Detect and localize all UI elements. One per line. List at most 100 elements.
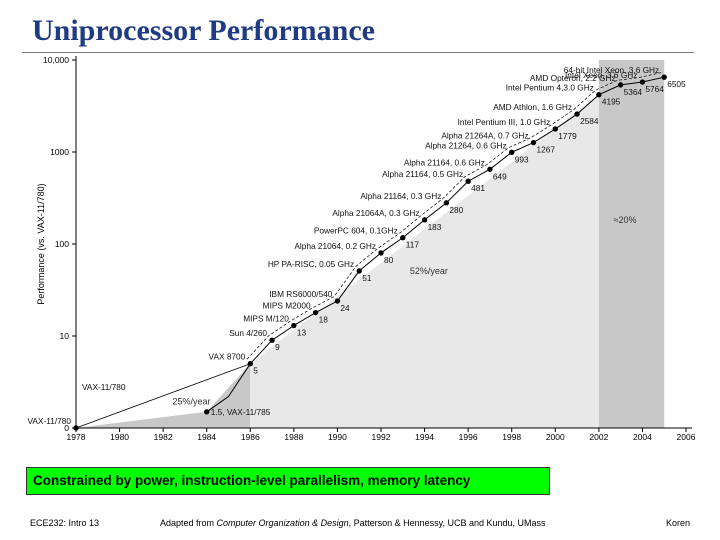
value-label: 80 [384,255,394,265]
footer-attribution: Adapted from Computer Organization & Des… [160,518,546,528]
data-point [487,166,493,172]
region-rate-label: 25%/year [172,397,210,407]
y-tick-label: 10,000 [43,55,69,65]
tick-labels: 0 10 100 1000 10,000 1978 1980 1982 1984 1986 1988… [43,55,696,442]
value-label: 649 [493,171,507,181]
machine-label: AMD Opteron, 2.2 GHz [530,73,616,83]
title-divider [22,52,694,53]
data-point [617,82,624,88]
x-tick-label: 1982 [154,432,173,442]
value-label: 993 [515,154,529,164]
value-label: 280 [449,205,463,215]
data-point [574,111,580,117]
machine-label: Alpha 21064, 0.2 GHz [294,241,376,251]
data-point [204,409,210,415]
value-label: 1267 [537,145,556,155]
value-label: 13 [297,328,307,338]
value-label: 1779 [558,131,577,141]
machine-label: HP PA-RISC, 0.05 GHz [268,259,354,269]
x-tick-label: 1986 [241,432,260,442]
region-rate-label: ≈20% [614,215,637,225]
machine-label: VAX 8700 [209,352,246,362]
y-tick-label: 10 [60,331,70,341]
trend-line-vax [206,363,251,413]
machine-label: Alpha 21164, 0.6 GHz [404,157,485,167]
y-axis-label: Performance (vs. VAX-11/780) [36,183,46,304]
point-labels: VAX-11/780 1.5, VAX-11/785 VAX 8700 5 Sun 4/… [27,65,686,426]
data-point [443,200,450,206]
footer-attribution-prefix: Adapted from [160,518,217,528]
x-tick-label: 1992 [372,432,391,442]
x-tick-label: 1978 [67,432,86,442]
data-point [661,74,667,80]
data-point [465,178,471,184]
region-rate-label: 52%/year [410,266,448,276]
value-label: 9 [275,342,280,352]
machine-label: 64-bit Intel Xeon, 3.6 GHz [564,65,659,75]
region-recent [598,60,665,428]
value-label: 5 [253,366,258,376]
footer-book-title: Computer Organization & Design [216,518,349,528]
value-label: 18 [319,315,329,325]
value-label: 183 [428,222,442,232]
region-labels: 25%/year 52%/year ≈20% [172,215,636,407]
data-points [73,74,667,431]
footer-course: ECE232: Intro 13 [30,518,100,528]
x-tick-label: 1980 [110,432,129,442]
machine-label: Alpha 21264, 0.6 GHz [425,140,507,150]
machine-label: Alpha 21164, 0.3 GHz [360,191,441,201]
machine-label: Alpha 21164, 0.5 GHz [382,169,463,179]
x-tick-label: 1984 [197,432,216,442]
trend-curves [75,72,665,429]
machine-label: IBM RS6000/540 [269,289,333,299]
machine-label: Intel Xeon, 3.6 GHz [565,70,637,80]
x-tick-label: 1990 [328,432,347,442]
machine-label: Sun 4/260 [229,328,267,338]
x-tick-label: 2000 [546,432,565,442]
machine-label: MIPS M/120 [243,314,289,324]
data-point [269,337,275,343]
data-point [400,235,406,241]
x-tick-label: 2006 [677,432,696,442]
data-point [530,139,537,146]
data-point [509,149,515,155]
machine-label: VAX-11/780 [27,416,71,426]
x-tick-label: 1998 [502,432,521,442]
x-tick-label: 1994 [415,432,434,442]
data-point [356,268,362,274]
machine-label: Intel Pentium 4,3.0 GHz [506,83,594,93]
y-tick-label: 100 [55,239,69,249]
value-label: 5764 [645,84,664,94]
machine-label: MIPS M2000 [263,301,311,311]
data-point [378,250,384,256]
data-point [247,360,253,367]
machine-label: Alpha 21264A, 0.7 GHz [441,131,528,141]
data-point [421,217,428,223]
x-tick-label: 2002 [589,432,608,442]
constraint-callout: Constrained by power, instruction-level … [26,467,550,495]
value-label: 6505 [667,79,686,89]
data-point [291,322,297,329]
data-point [552,126,558,132]
value-label: 1.5, VAX-11/785 [211,407,271,417]
value-label: 481 [471,183,485,193]
value-label: 2584 [580,116,599,126]
machine-label-origin: VAX-11/780 [82,382,126,392]
x-tick-label: 1988 [284,432,303,442]
x-tick-label: 2004 [633,432,652,442]
value-label: 117 [406,240,420,250]
machine-label: Intel Pentium III, 1.0 GHz [458,117,551,127]
value-label: 51 [362,273,372,283]
data-point [73,425,79,431]
data-point [312,309,319,316]
value-label: 24 [340,303,350,313]
value-label: 5364 [624,87,643,97]
data-point [639,79,646,85]
trend-line-main [249,76,665,365]
machine-label: Alpha 21064A, 0.3 GHz [332,208,419,218]
performance-chart: 0 10 100 1000 10,000 1978 1980 1982 1984 1986 1988… [27,55,696,442]
value-label: 4195 [602,97,621,107]
footer-author: Koren [666,518,691,528]
machine-label: PowerPC 604, 0.1GHz [314,226,398,236]
x-tick-label: 1996 [459,432,478,442]
